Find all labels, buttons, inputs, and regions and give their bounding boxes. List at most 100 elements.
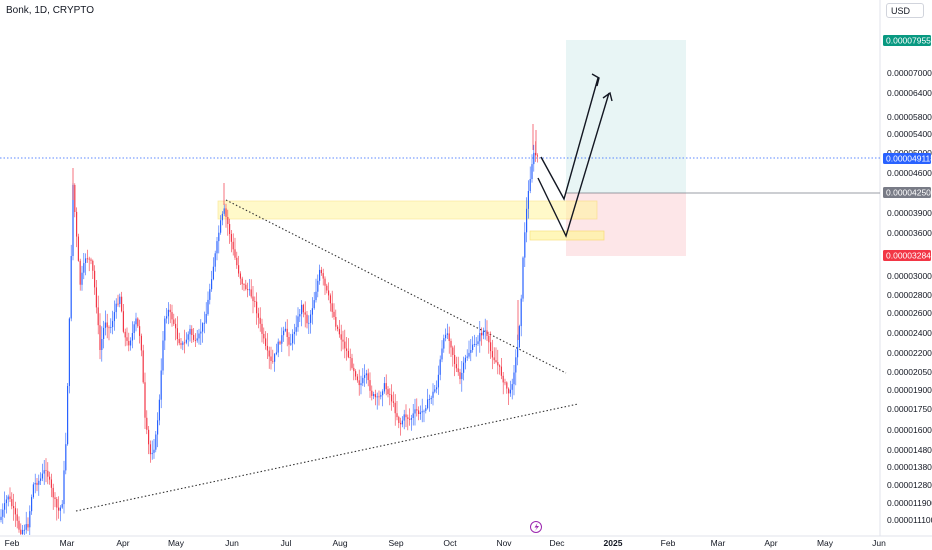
candle-body <box>173 319 175 324</box>
candle-body <box>477 341 479 344</box>
y-tick-label: 0.000019000 <box>887 385 932 395</box>
candle-body <box>94 270 96 288</box>
y-tick-label: 0.000016000 <box>887 425 932 435</box>
candle-body <box>412 413 414 418</box>
candle-body <box>119 296 121 304</box>
candle-body <box>65 444 67 471</box>
profit-zone[interactable] <box>566 40 686 193</box>
candle-body <box>472 344 474 350</box>
candle-body <box>81 272 83 285</box>
candle-body <box>239 273 241 279</box>
candle-body <box>436 387 438 390</box>
y-tick-label: 0.000012800 <box>887 480 932 490</box>
ascending-trendline[interactable] <box>75 403 579 512</box>
candle-body <box>329 295 331 304</box>
descending-trendline[interactable] <box>225 199 567 374</box>
time-axis[interactable]: Feb Mar Apr May Jun Jul Aug Sep Oct Nov Dec 2025 Feb… <box>5 538 886 548</box>
event-marker[interactable] <box>530 521 542 533</box>
candle-body <box>144 382 146 418</box>
candle-body <box>40 478 42 481</box>
projection-arrow-lower <box>537 92 610 238</box>
candle-body <box>27 524 29 528</box>
candle-body <box>376 396 378 398</box>
candle-body <box>513 372 515 385</box>
candle-body <box>340 334 342 340</box>
candle-body <box>248 289 250 291</box>
candle-body <box>385 383 387 390</box>
candle-body <box>529 179 531 191</box>
candle-body <box>266 345 268 351</box>
x-tick-label: Oct <box>443 538 457 548</box>
candle-body <box>369 380 371 391</box>
supply-zone-upper[interactable] <box>217 200 598 220</box>
candle-body <box>25 524 27 530</box>
y-tick-label: 0.000013800 <box>887 462 932 472</box>
candle-body <box>490 342 492 352</box>
candle-body <box>164 318 166 341</box>
candle-body <box>166 316 168 319</box>
x-tick-label: Jul <box>281 538 292 548</box>
candle-body <box>227 217 229 224</box>
candle-body <box>371 390 373 396</box>
candle-body <box>151 452 153 455</box>
candle-body <box>18 520 20 530</box>
candle-body <box>502 375 504 383</box>
candle-body <box>207 299 209 315</box>
candle-body <box>418 410 420 414</box>
current-price-tag: 0.000049118 <box>883 153 932 164</box>
current-price-label: 0.000049118 <box>886 154 932 164</box>
candle-body <box>131 333 133 341</box>
candle-body <box>515 357 517 373</box>
candle-body <box>103 327 105 339</box>
candle-body <box>331 303 333 312</box>
candle-body <box>241 278 243 285</box>
candle-body <box>457 368 459 373</box>
candle-body <box>211 279 213 290</box>
candle-body <box>146 417 148 430</box>
arrowhead-lower-icon <box>602 91 613 102</box>
candle-body <box>414 409 416 414</box>
candle-body <box>203 322 205 324</box>
y-tick-label: 0.000011100 <box>887 515 932 525</box>
candle-body <box>112 321 114 328</box>
currency-button[interactable]: USD <box>886 3 924 18</box>
candle-body <box>333 311 335 317</box>
candle-body <box>421 411 423 413</box>
x-tick-label: Dec <box>549 538 565 548</box>
candle-body <box>295 327 297 332</box>
candle-body <box>405 414 407 418</box>
candle-body <box>383 383 385 392</box>
candle-body <box>187 334 189 340</box>
stop-price-label: 0.000032848 <box>886 251 932 261</box>
candle-body <box>427 399 429 409</box>
candle-body <box>139 326 141 336</box>
candle-body <box>432 391 434 398</box>
x-tick-label: 2025 <box>604 538 623 548</box>
candle-body <box>401 420 403 425</box>
candle-body <box>486 330 488 336</box>
candle-body <box>382 391 384 396</box>
candle-body <box>180 343 182 345</box>
candle-body <box>52 487 54 498</box>
candle-body <box>446 333 448 335</box>
x-tick-label: May <box>168 538 185 548</box>
candle-body <box>459 372 461 380</box>
candle-body <box>256 301 258 314</box>
y-tick-label: 0.000070000 <box>887 68 932 78</box>
candle-body <box>104 322 106 328</box>
candle-body <box>34 482 36 485</box>
y-tick-label: 0.000011900 <box>887 498 932 508</box>
candle-body <box>497 362 499 366</box>
candle-body <box>254 301 256 302</box>
candle-body <box>270 356 272 361</box>
candle-body <box>326 285 328 291</box>
candle-body <box>191 328 193 335</box>
candle-body <box>445 334 447 339</box>
candle-body <box>527 191 529 209</box>
y-tick-label: 0.000017500 <box>887 404 932 414</box>
price-axis[interactable]: 0.000070000 0.000064000 0.000058000 0.00005… <box>887 68 932 525</box>
candle-body <box>396 413 398 418</box>
candle-body <box>169 309 171 313</box>
candle-body <box>79 260 81 285</box>
